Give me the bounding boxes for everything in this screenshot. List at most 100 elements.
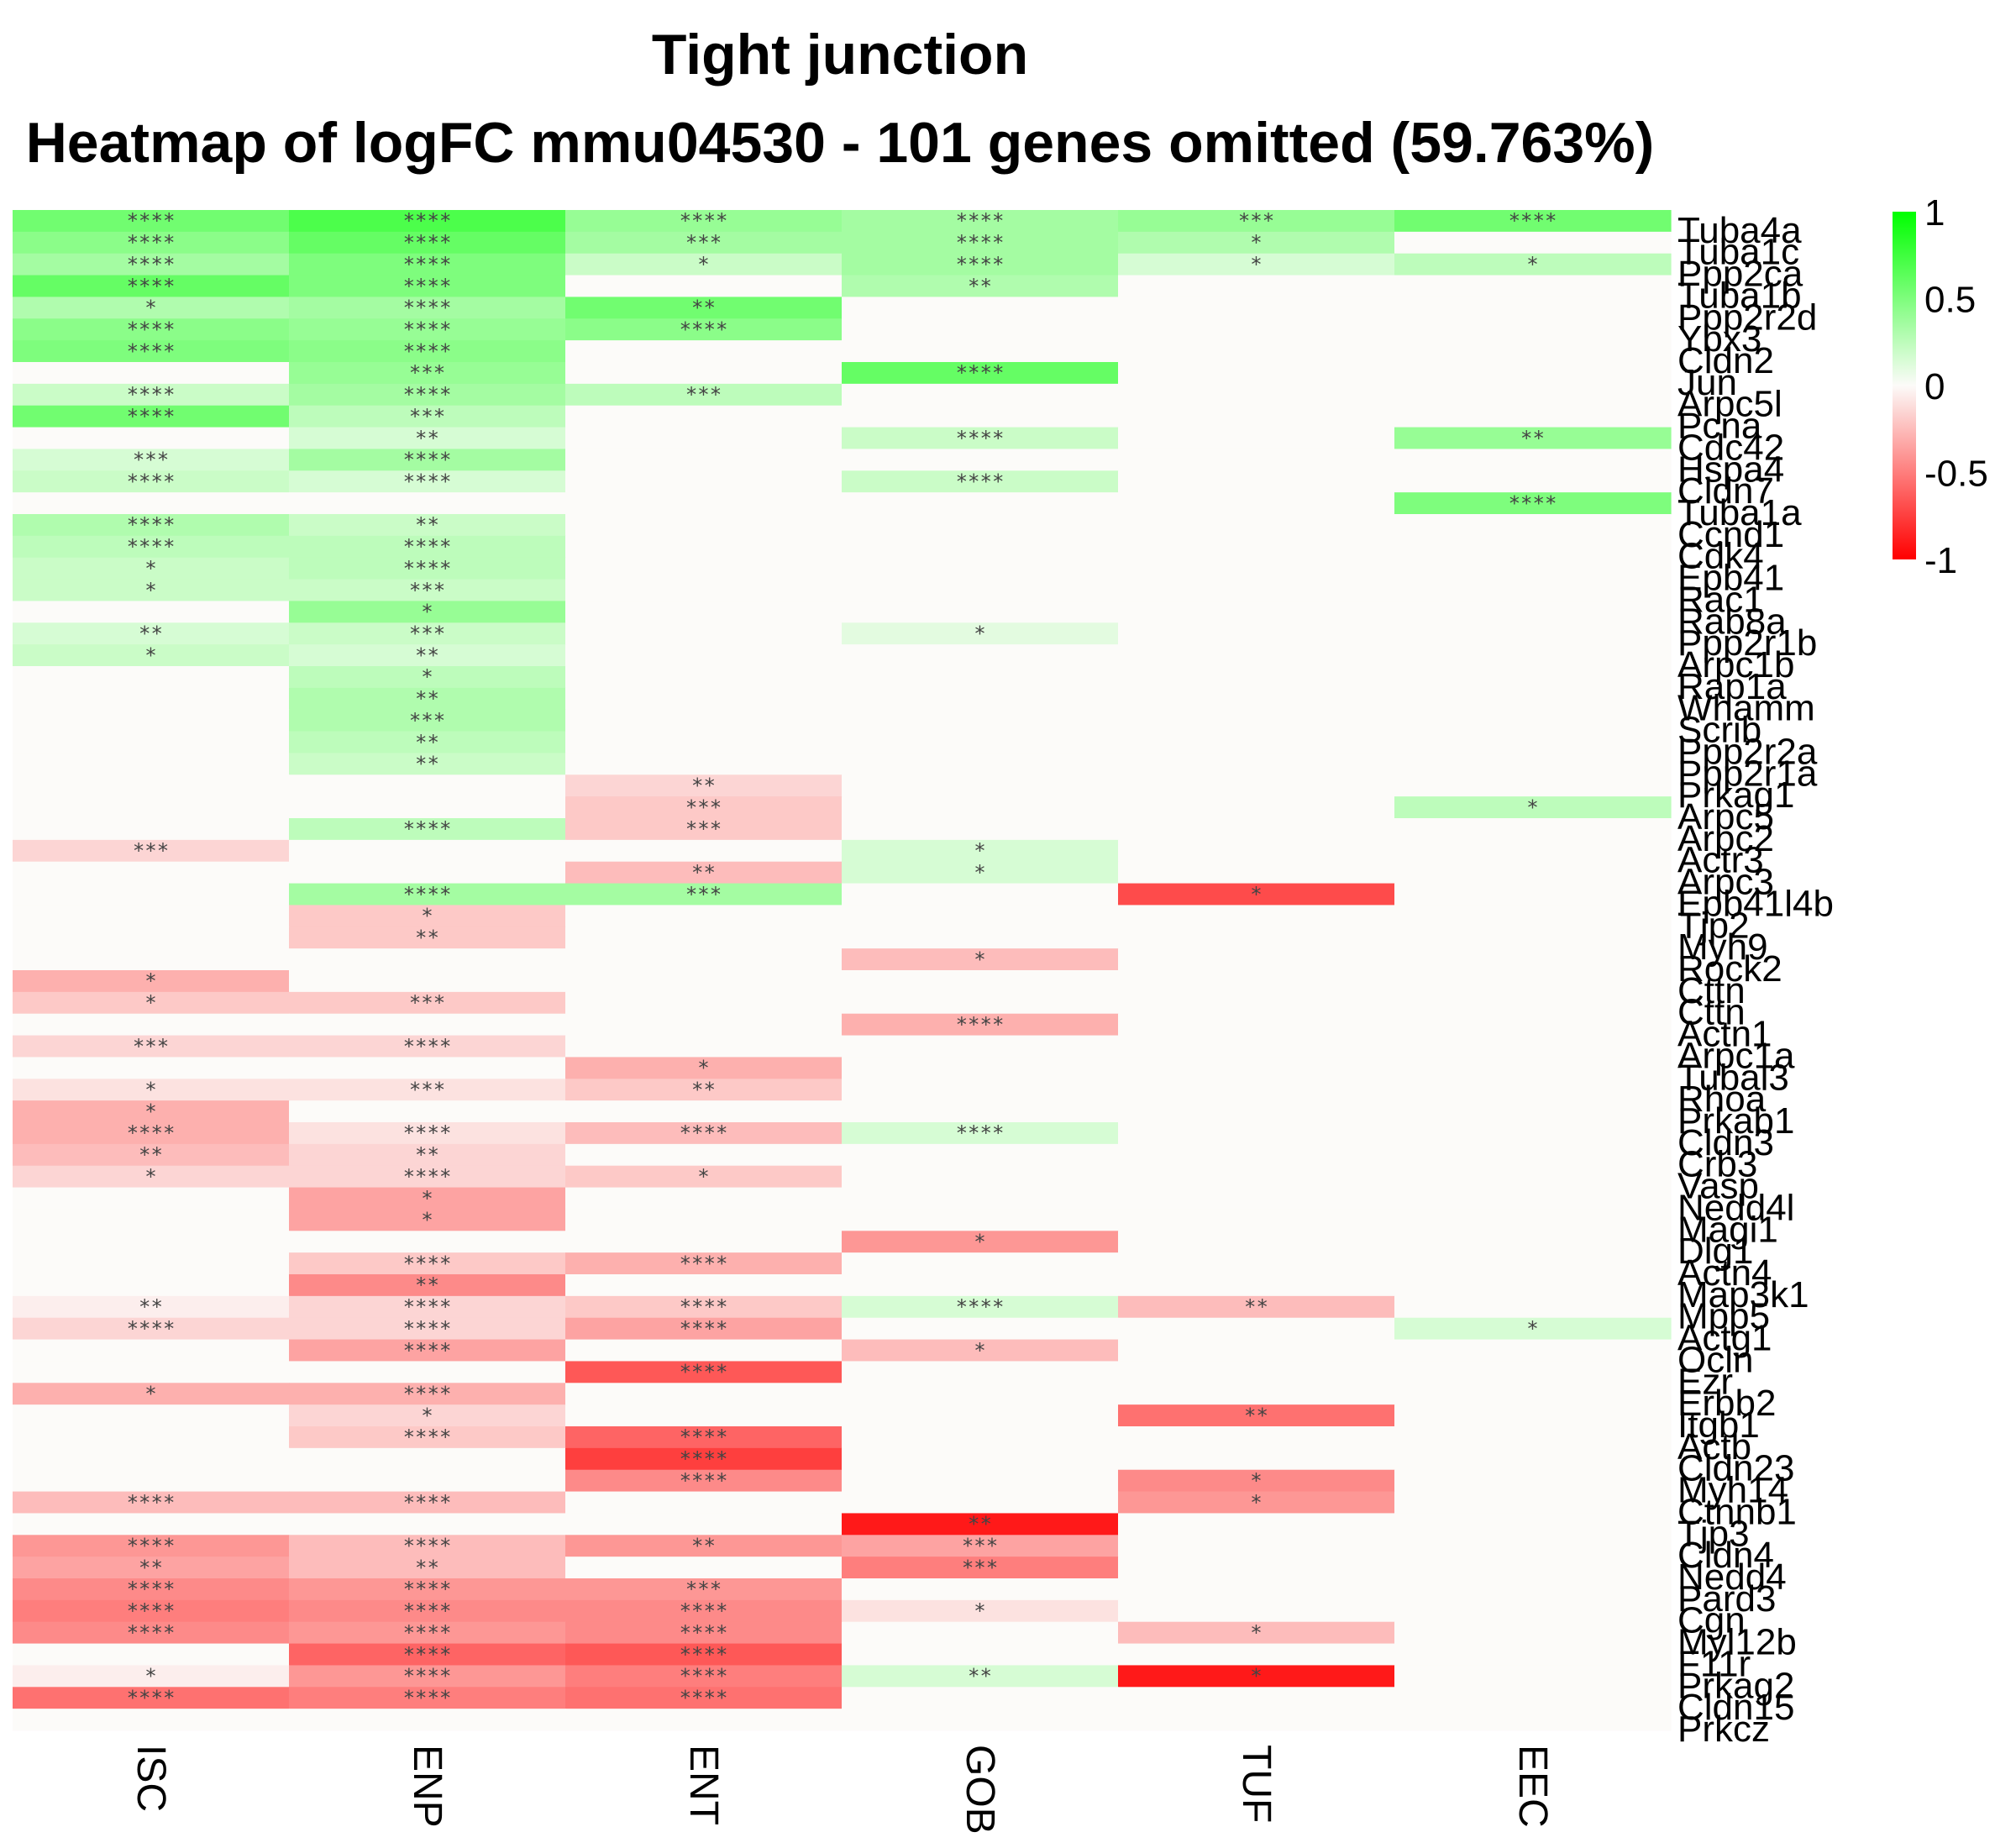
significance-label: ** bbox=[415, 753, 439, 776]
gene-label: Actr3 bbox=[1677, 840, 1764, 881]
significance-label: **** bbox=[403, 209, 452, 233]
heatmap-cell bbox=[1118, 861, 1395, 885]
heatmap-cell bbox=[1118, 1057, 1395, 1079]
significance-label: **** bbox=[403, 449, 452, 472]
heatmap-cell bbox=[1118, 1426, 1395, 1449]
significance-label: **** bbox=[403, 535, 452, 559]
heatmap-cell bbox=[13, 1578, 290, 1601]
heatmap-cell bbox=[1394, 275, 1672, 298]
heatmap-cell bbox=[289, 861, 566, 885]
heatmap-cell bbox=[1118, 1469, 1395, 1493]
significance-label: **** bbox=[956, 1121, 1005, 1145]
significance-label: ** bbox=[139, 1143, 163, 1167]
heatmap-cell bbox=[289, 449, 566, 471]
heatmap-cell bbox=[289, 1535, 566, 1557]
heatmap-cell bbox=[13, 492, 290, 515]
heatmap-cell bbox=[1394, 1709, 1672, 1731]
heatmap-cell bbox=[565, 1122, 843, 1145]
heatmap-cell bbox=[1118, 1339, 1395, 1362]
heatmap-cell bbox=[1394, 1578, 1672, 1601]
heatmap-cell bbox=[13, 1035, 290, 1058]
heatmap-cell bbox=[842, 340, 1119, 363]
heatmap-cell bbox=[842, 1665, 1119, 1688]
column-label: ISC bbox=[129, 1745, 173, 1812]
heatmap-cell bbox=[289, 1513, 566, 1536]
heatmap-cell bbox=[565, 1339, 843, 1362]
heatmap-cell bbox=[565, 1252, 843, 1275]
heatmap-cell bbox=[842, 1578, 1119, 1601]
significance-label: ** bbox=[415, 643, 439, 667]
significance-label: **** bbox=[127, 1491, 176, 1515]
significance-label: **** bbox=[127, 339, 176, 363]
heatmap-cell bbox=[289, 839, 566, 863]
heatmap-cell bbox=[13, 1252, 290, 1275]
heatmap-cell bbox=[842, 1447, 1119, 1471]
heatmap-cell bbox=[13, 1274, 290, 1297]
heatmap-cell bbox=[842, 709, 1119, 732]
heatmap-cell bbox=[1394, 253, 1672, 276]
heatmap-cell bbox=[1118, 1187, 1395, 1210]
heatmap-cell bbox=[842, 1491, 1119, 1515]
heatmap-cell bbox=[1394, 1317, 1672, 1341]
column-label: ENT bbox=[681, 1745, 726, 1825]
column-label: EEC bbox=[1510, 1745, 1555, 1828]
heatmap-cell bbox=[565, 905, 843, 927]
heatmap-cell bbox=[565, 1709, 843, 1731]
heatmap-cell bbox=[1118, 839, 1395, 863]
significance-label: **** bbox=[403, 470, 452, 493]
heatmap-cell bbox=[1118, 1361, 1395, 1383]
heatmap-cell bbox=[565, 1295, 843, 1319]
gene-label: Tjp3 bbox=[1677, 1513, 1750, 1554]
heatmap-cell bbox=[565, 514, 843, 537]
significance-label: **** bbox=[127, 1599, 176, 1623]
gene-label: Myh14 bbox=[1677, 1470, 1788, 1511]
heatmap-cell bbox=[1118, 927, 1395, 949]
heatmap-cell bbox=[1118, 774, 1395, 797]
heatmap-cell bbox=[13, 297, 290, 319]
heatmap-cell bbox=[13, 970, 290, 993]
gene-label: Itgb1 bbox=[1677, 1404, 1760, 1446]
gene-label: Cttn bbox=[1677, 970, 1746, 1011]
heatmap-cell bbox=[842, 1426, 1119, 1449]
significance-label: * bbox=[421, 1187, 433, 1210]
heatmap-cell bbox=[289, 1665, 566, 1688]
significance-label: * bbox=[974, 1599, 985, 1623]
heatmap-cell bbox=[842, 1535, 1119, 1557]
heatmap-cell bbox=[1118, 1013, 1395, 1037]
significance-label: *** bbox=[685, 795, 722, 819]
heatmap-cell bbox=[1394, 405, 1672, 428]
heatmap-cell bbox=[565, 1643, 843, 1667]
heatmap-cell bbox=[842, 1513, 1119, 1536]
heatmap-cell bbox=[289, 991, 566, 1015]
heatmap-cell bbox=[565, 492, 843, 515]
significance-label: ** bbox=[139, 1556, 163, 1579]
heatmap-cell bbox=[842, 1361, 1119, 1383]
gene-label: Cdk4 bbox=[1677, 536, 1764, 577]
heatmap-cell bbox=[289, 1231, 566, 1253]
heatmap-cell bbox=[1118, 905, 1395, 927]
heatmap-cell bbox=[1118, 883, 1395, 906]
heatmap-cell bbox=[289, 253, 566, 276]
gene-label: Cldn23 bbox=[1677, 1448, 1794, 1489]
gene-label: Tubal3 bbox=[1677, 1057, 1789, 1098]
heatmap-cell bbox=[565, 1079, 843, 1101]
heatmap-cell bbox=[1394, 709, 1672, 732]
heatmap-cell bbox=[1394, 1122, 1672, 1145]
significance-label: **** bbox=[403, 1121, 452, 1145]
heatmap-cell bbox=[565, 818, 843, 841]
gene-label: Actn4 bbox=[1677, 1252, 1772, 1294]
heatmap-cell bbox=[565, 774, 843, 797]
heatmap-cell bbox=[1394, 1535, 1672, 1557]
significance-label: **** bbox=[127, 405, 176, 428]
heatmap-cell bbox=[289, 318, 566, 341]
heatmap-cell bbox=[565, 1035, 843, 1058]
heatmap-cell bbox=[842, 275, 1119, 298]
heatmap-cell bbox=[842, 514, 1119, 537]
heatmap-cell bbox=[13, 1295, 290, 1319]
heatmap-cell bbox=[565, 1665, 843, 1688]
heatmap-cell bbox=[289, 927, 566, 949]
significance-label: ** bbox=[415, 1556, 439, 1579]
heatmap-cell bbox=[565, 470, 843, 493]
heatmap-cell bbox=[1394, 1035, 1672, 1058]
significance-label: **** bbox=[680, 318, 728, 341]
